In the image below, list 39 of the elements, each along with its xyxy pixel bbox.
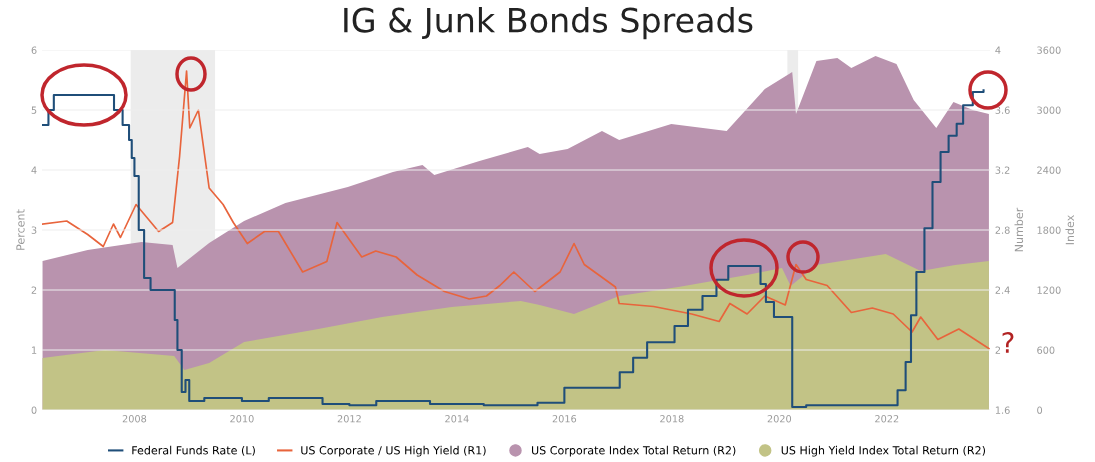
legend-label: US Corporate / US High Yield (R1) [301,445,486,457]
x-tick-label: 2018 [660,415,684,423]
y-tick-label: 3 [31,226,37,234]
chart-title: IG & Junk Bonds Spreads [344,6,753,40]
y-tick-label: 1 [32,346,37,354]
y-tick-label: 6 [31,46,37,54]
y3-tick-label: 600 [1037,346,1055,354]
y2-tick-label: 3.2 [995,166,1010,174]
x-tick-label: 2010 [230,415,254,423]
y3-tick-label: 1800 [1037,226,1061,234]
legend-label: US Corporate Index Total Return (R2) [532,445,736,457]
y-tick-label: 0 [31,406,37,414]
y2-tick-label: 2 [995,346,1001,354]
y2-tick-label: 2.8 [995,226,1010,234]
y2-tick-label: 2.4 [995,286,1010,294]
y-axis-title: Percent [16,209,25,250]
y-tick-label: 5 [31,106,37,114]
y-tick-label: 2 [31,286,37,294]
text: ? [1002,332,1014,353]
y-tick-label: 4 [31,166,37,174]
y2-tick-label: 4 [995,46,1001,54]
y2-axis-title: Number [1014,207,1024,252]
x-tick-label: 2012 [337,415,361,423]
y2-tick-label: 1.6 [995,406,1010,414]
y3-tick-label: 3600 [1037,46,1061,54]
x-tick-label: 2014 [445,415,469,423]
line-series [42,70,990,350]
y2-tick-label: 3.6 [995,106,1010,114]
y3-tick-label: 1200 [1037,286,1061,294]
x-tick-label: 2016 [552,415,577,423]
y3-tick-label: 2400 [1037,166,1061,174]
x-tick-label: 2008 [122,415,147,423]
legend-label: Federal Funds Rate (L) [132,445,255,456]
y3-tick-label: 0 [1037,406,1043,414]
y3-axis-title: Index [1065,215,1075,245]
x-tick-label: 2020 [767,415,792,423]
x-tick-label: 2022 [875,415,899,423]
y3-tick-label: 3000 [1037,106,1061,114]
legend-label: US High Yield Index Total Return (R2) [781,445,986,457]
